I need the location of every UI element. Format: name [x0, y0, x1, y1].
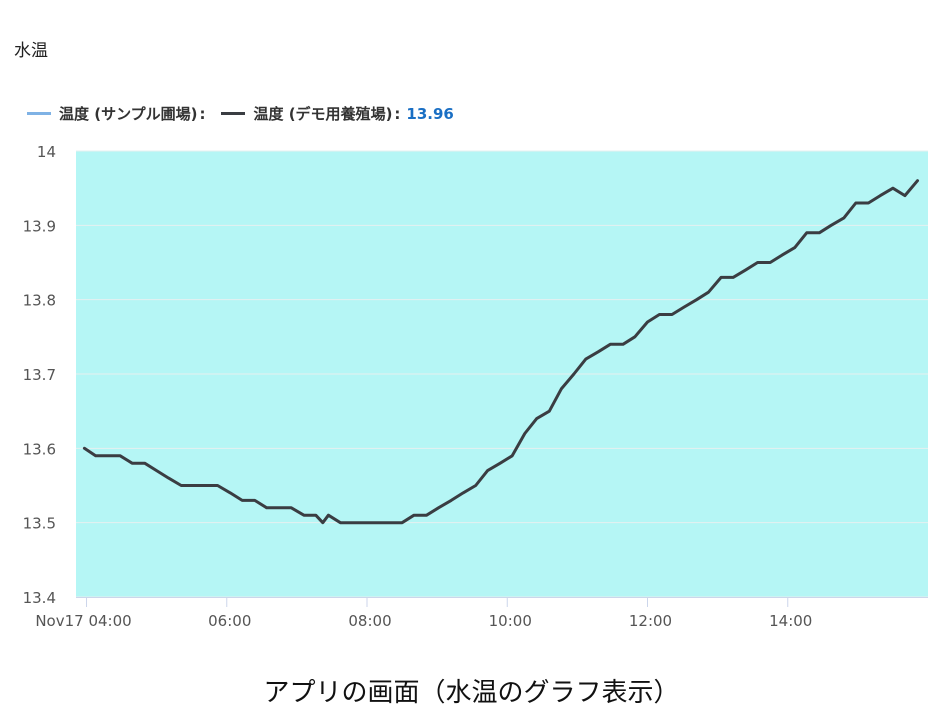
- x-tick-label: 08:00: [348, 612, 391, 630]
- y-tick-label: 13.6: [23, 440, 56, 458]
- y-tick-label: 13.8: [23, 292, 56, 310]
- legend-swatch-sample-field: [27, 112, 51, 115]
- legend-item-demo-farm[interactable]: 温度 (デモ用養殖場): 13.96: [221, 103, 454, 124]
- series-line-demo-farm: [82, 179, 919, 525]
- legend-colon: :: [199, 104, 206, 123]
- legend-label-sample-field: 温度 (サンプル圃場): [59, 105, 198, 123]
- legend-item-sample-field[interactable]: 温度 (サンプル圃場):: [27, 103, 205, 124]
- legend-colon: :: [394, 104, 401, 123]
- y-tick-label: 13.5: [23, 515, 56, 533]
- x-tick-label: 14:00: [769, 612, 812, 630]
- chart-legend: 温度 (サンプル圃場): 温度 (デモ用養殖場): 13.96: [27, 103, 454, 124]
- line-chart: 13.4 13.5 13.6 13.7 13.8 13.9 14 Nov17 04:00 06:…: [23, 143, 928, 630]
- legend-current-value: 13.96: [406, 104, 454, 123]
- chart-title: 水温: [14, 41, 48, 61]
- y-tick-label: 13.9: [23, 217, 56, 235]
- legend-swatch-demo-farm: [221, 112, 246, 115]
- x-tick-label: 10:00: [489, 612, 532, 630]
- y-tick-label: 13.4: [23, 589, 56, 607]
- legend-label-demo-farm: 温度 (デモ用養殖場): [253, 105, 393, 123]
- y-tick-label: 13.7: [23, 366, 56, 384]
- x-tick-label: 12:00: [629, 612, 672, 630]
- caption: アプリの画面（水温のグラフ表示）: [263, 678, 680, 708]
- y-tick-label: 14: [37, 143, 56, 161]
- x-tick-label: Nov17 04:00: [35, 612, 131, 630]
- x-tick-label: 06:00: [208, 612, 251, 630]
